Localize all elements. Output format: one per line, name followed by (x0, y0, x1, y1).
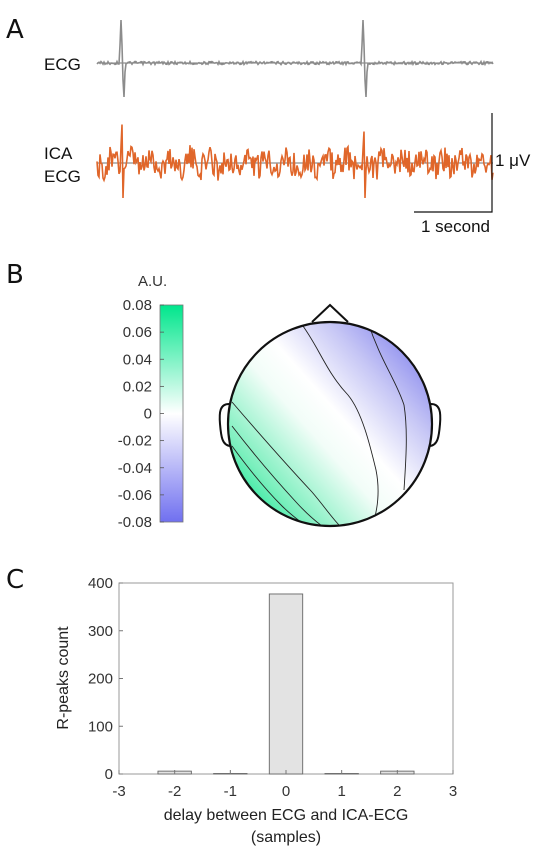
head-nose (311, 303, 349, 323)
colorbar-tick-label: 0.06 (123, 324, 152, 341)
scale-time-label: 1 second (421, 217, 490, 236)
colorbar-tick-label: -0.04 (118, 460, 152, 477)
colorbar-tick-label: 0 (144, 406, 152, 423)
colorbar-tick-label: 0.04 (123, 351, 152, 368)
panel-a: A ECG ICA ECG 1 μV 1 second (6, 15, 531, 236)
head-outline (226, 320, 434, 528)
x-tick-label: -1 (224, 783, 237, 800)
contour-2 (367, 322, 407, 491)
x-tick-label: -2 (168, 783, 181, 800)
colorbar-tick-label: 0.08 (123, 297, 152, 314)
panel-c-letter: C (6, 565, 24, 595)
x-tick-label: -3 (112, 783, 125, 800)
colorbar-tick-label: -0.02 (118, 433, 152, 450)
y-tick-label: 400 (88, 575, 113, 592)
colorbar-title: A.U. (138, 273, 167, 290)
contour-3 (231, 401, 341, 526)
panel-b: B A.U. 0.08 0.06 0.04 0.02 0 -0.02 -0.04 -0.06 -… (6, 260, 442, 531)
y-tick-label: 0 (105, 766, 113, 783)
colorbar-tick-label: 0.02 (123, 378, 152, 395)
x-tick-label: 0 (282, 783, 290, 800)
x-tick-label: 2 (393, 783, 401, 800)
x-axis-label: delay between ECG and ICA-ECG (164, 807, 409, 824)
x-tick-label: 3 (449, 783, 457, 800)
y-axis-label: R-peaks count (55, 626, 72, 730)
colorbar-tick-label: -0.06 (118, 487, 152, 504)
panel-b-letter: B (6, 260, 24, 290)
y-tick-label: 200 (88, 671, 113, 688)
scale-bar (414, 113, 493, 213)
histogram: -3 -2 -1 0 1 2 3 0 100 200 300 400 (88, 575, 457, 800)
y-tick-label: 100 (88, 718, 113, 735)
panel-a-letter: A (6, 15, 24, 45)
ica-label-line2: ECG (44, 167, 81, 186)
x-tick-label: 1 (337, 783, 345, 800)
x-axis-label-line2: (samples) (251, 829, 321, 846)
ecg-trace (96, 19, 494, 98)
histogram-bar (268, 593, 304, 775)
ica-label-line1: ICA (44, 144, 73, 163)
ecg-label: ECG (44, 55, 81, 74)
colorbar-ticks: 0.08 0.06 0.04 0.02 0 -0.02 -0.04 -0.06 -0.08 (118, 297, 164, 531)
y-tick-label: 300 (88, 623, 113, 640)
contour-4 (231, 425, 323, 526)
colorbar-tick-label: -0.08 (118, 514, 152, 531)
ica-ecg-trace (96, 124, 494, 199)
topomap-fill (228, 322, 432, 526)
scale-amplitude-label: 1 μV (495, 151, 531, 170)
topoplot (218, 303, 442, 528)
contour-1 (299, 322, 379, 526)
